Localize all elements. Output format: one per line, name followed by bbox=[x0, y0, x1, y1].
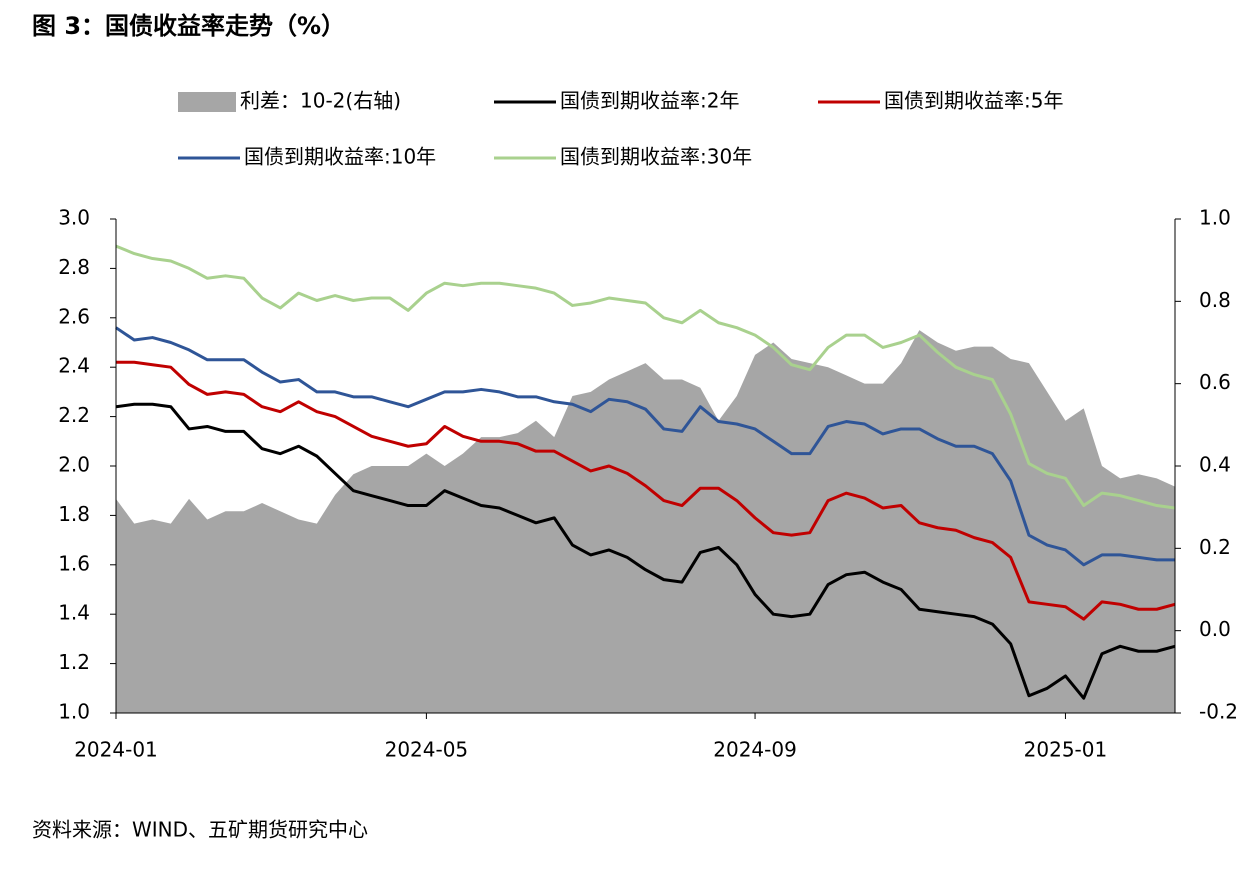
y-tick-label: 2.0 bbox=[58, 453, 90, 477]
legend-label: 国债到期收益率:5年 bbox=[884, 89, 1063, 113]
x-tick-label: 2024-01 bbox=[74, 738, 158, 762]
y2-tick-label: 0.8 bbox=[1199, 288, 1231, 312]
y-tick-label: 3.0 bbox=[58, 206, 90, 230]
y2-tick-label: 0.6 bbox=[1199, 370, 1231, 394]
yield-line bbox=[116, 360, 1176, 621]
legend-label: 国债到期收益率:2年 bbox=[560, 89, 739, 113]
yield-line bbox=[115, 326, 1175, 567]
y-tick-label: 1.0 bbox=[58, 700, 90, 724]
y-tick-label: 1.6 bbox=[58, 551, 90, 575]
yield-line bbox=[115, 402, 1176, 700]
y-tick-label: 1.4 bbox=[58, 601, 90, 625]
spread-area bbox=[116, 330, 1175, 713]
legend-label: 利差：10-2(右轴) bbox=[240, 89, 401, 113]
chart-title: 图 3：国债收益率走势（%） bbox=[32, 12, 345, 40]
x-tick-label: 2024-05 bbox=[385, 738, 469, 762]
x-tick-label: 2025-01 bbox=[1024, 738, 1108, 762]
yield-line bbox=[115, 244, 1176, 510]
y-tick-label: 2.2 bbox=[58, 403, 90, 427]
legend-swatch bbox=[178, 92, 236, 112]
y-tick-label: 1.2 bbox=[58, 650, 90, 674]
y2-tick-label: 1.0 bbox=[1199, 206, 1231, 230]
x-tick-label: 2024-09 bbox=[713, 738, 797, 762]
y-tick-label: 2.8 bbox=[58, 255, 90, 279]
y2-tick-label: 0.2 bbox=[1199, 535, 1231, 559]
y2-tick-label: 0.4 bbox=[1199, 453, 1231, 477]
y2-tick-label: -0.2 bbox=[1199, 700, 1238, 724]
y-tick-label: 2.4 bbox=[58, 354, 90, 378]
source-note: 资料来源：WIND、五矿期货研究中心 bbox=[32, 818, 368, 842]
y-tick-label: 2.6 bbox=[58, 304, 90, 328]
y2-tick-label: 0.0 bbox=[1199, 617, 1231, 641]
legend-label: 国债到期收益率:10年 bbox=[244, 145, 436, 169]
y-tick-label: 1.8 bbox=[58, 502, 90, 526]
legend-label: 国债到期收益率:30年 bbox=[560, 145, 752, 169]
